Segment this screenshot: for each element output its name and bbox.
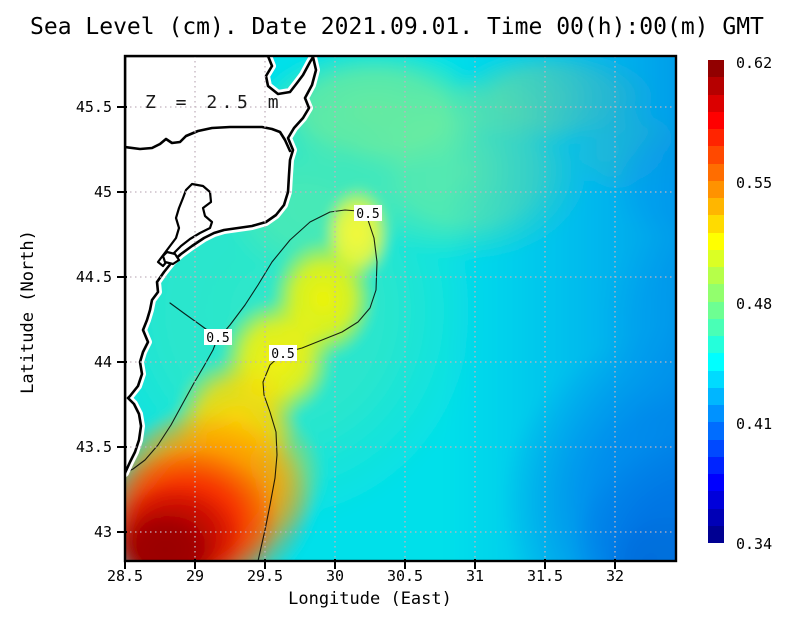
- y-tick-label: 44: [93, 353, 112, 371]
- colorbar-tick-label: 0.41: [736, 414, 773, 433]
- colorbar-band: [708, 422, 724, 440]
- contour-a: [125, 302, 219, 474]
- contour-label: 0.5: [206, 331, 229, 346]
- colorbar-band: [708, 474, 724, 492]
- colorbar: [708, 60, 724, 543]
- colorbar-tick-label: 0.55: [736, 174, 773, 193]
- depth-annotation: Z = 2.5 m: [145, 92, 283, 113]
- colorbar-band: [708, 318, 724, 336]
- colorbar-band: [708, 163, 724, 181]
- colorbar-band: [708, 180, 724, 198]
- contour-label: 0.5: [271, 347, 294, 362]
- contour-label: 0.5: [356, 207, 379, 222]
- x-tick-label: 31.5: [526, 567, 564, 585]
- river-line: [125, 125, 292, 153]
- axis-decorations: [117, 106, 616, 569]
- colorbar-band: [708, 60, 724, 78]
- x-tick-label: 30.5: [386, 567, 424, 585]
- colorbar-band: [708, 284, 724, 302]
- colorbar-band: [708, 336, 724, 354]
- x-tick-label: 30: [325, 567, 345, 585]
- colorbar-band: [708, 215, 724, 233]
- colorbar-tick-label: 0.62: [736, 54, 773, 72]
- colorbar-tick-label: 0.34: [736, 535, 773, 553]
- colorbar-band: [708, 77, 724, 95]
- colorbar-band: [708, 456, 724, 474]
- colorbar-band: [708, 491, 724, 509]
- x-tick-label: 31: [465, 567, 485, 585]
- x-tick-label: 32: [605, 567, 625, 585]
- colorbar-band: [708, 370, 724, 388]
- colorbar-band: [708, 111, 724, 129]
- field-blob: [125, 508, 217, 561]
- x-tick-label: 28.5: [106, 567, 144, 585]
- colorbar-band: [708, 387, 724, 405]
- colorbar-band: [708, 405, 724, 423]
- y-tick-label: 45.5: [75, 98, 112, 116]
- contour-b: [217, 209, 378, 561]
- colorbar-tick-label: 0.48: [736, 294, 773, 313]
- x-axis-label: Longitude (East): [288, 589, 452, 609]
- heatmap-field: [125, 56, 676, 561]
- y-tick-label: 44.5: [75, 268, 112, 286]
- contour-labels: 0.5 0.5 0.5: [204, 205, 382, 362]
- y-tick-label: 43: [93, 523, 112, 541]
- chart-title: Sea Level (cm). Date 2021.09.01. Time 00…: [30, 14, 764, 40]
- colorbar-band: [708, 94, 724, 112]
- x-tick-label: 29.5: [246, 567, 284, 585]
- colorbar-band: [708, 267, 724, 285]
- colorbar-band: [708, 249, 724, 267]
- x-tick-label: 29: [185, 567, 205, 585]
- plot-border: [123, 54, 678, 563]
- colorbar-band: [708, 232, 724, 250]
- colorbar-band: [708, 508, 724, 526]
- y-tick-label: 45: [93, 183, 112, 201]
- colorbar-band: [708, 439, 724, 457]
- grid-lines: [125, 56, 676, 561]
- colorbar-band: [708, 353, 724, 371]
- lagoon-2: [161, 250, 181, 266]
- colorbar-band: [708, 198, 724, 216]
- contour-lines: [125, 209, 378, 561]
- colorbar-band: [708, 129, 724, 147]
- y-tick-label: 43.5: [75, 438, 112, 456]
- colorbar-band: [708, 525, 724, 543]
- colorbar-band: [708, 146, 724, 164]
- colorbar-band: [708, 301, 724, 319]
